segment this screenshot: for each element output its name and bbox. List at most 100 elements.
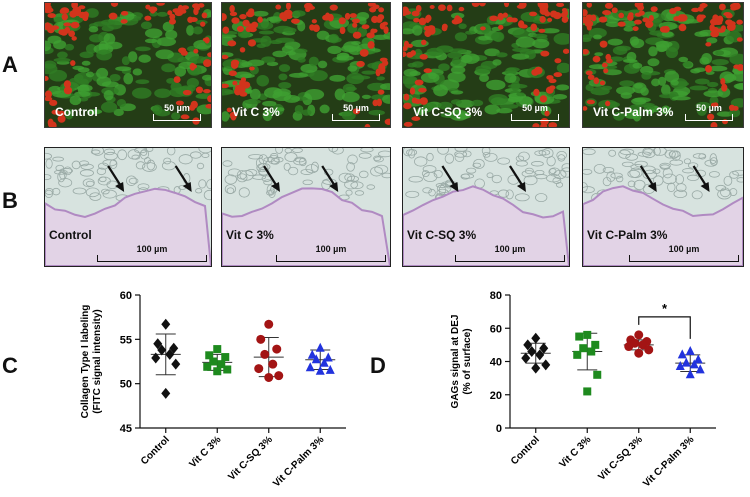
micrograph-b-vitc-palm: Vit C-Palm 3% 100 µm [582,147,744,267]
histology-texture [403,148,569,266]
data-point [523,339,533,351]
data-point [165,348,175,360]
micrograph-a-control: Control 50 µm [44,2,212,128]
row-label-a: A [2,52,18,77]
scale-bar-text: 50 µm [696,103,722,113]
chart-collagen: Collagen Type I labeling(FITC signal int… [80,290,346,490]
chart-gags: GAGs signal at DEJ(% of surface) 0 20 40 60 8… [450,290,716,490]
micrograph-b-vitc: Vit C 3% 100 µm [221,147,391,267]
data-point [151,352,161,364]
data-point [205,351,214,360]
data-point [583,330,592,339]
data-point [695,364,705,374]
micrograph-b-vitc-sq: Vit C-SQ 3% 100 µm [402,147,570,267]
significance-bracket [638,316,691,339]
data-point [169,342,179,354]
data-point [681,357,691,367]
micrograph-a-vitc-palm: Vit C-Palm 3% 50 µm [582,2,744,128]
significance-star: * [662,301,668,316]
data-point [272,344,282,354]
micrograph-a-vitc-sq: Vit C-SQ 3% 50 µm [402,2,570,128]
scale-bar: 100 µm [629,244,739,262]
y-axis-label: Collagen Type I labeling(FITC signal int… [80,305,103,419]
scale-bar-text: 100 µm [315,244,347,254]
y-tick-label: 20 [490,390,502,402]
x-tick-label: Vit C-SQ 3% [596,434,645,483]
fluorescence-texture [222,3,390,127]
data-point [325,364,335,374]
data-point [535,349,545,361]
micrograph-b-control: Control 100 µm [44,147,212,267]
data-point [685,346,695,356]
panel-label: Vit C 3% [232,105,280,119]
data-point [575,332,584,341]
data-point [685,369,695,379]
y-axis-label: GAGs signal at DEJ(% of surface) [450,315,473,409]
data-point [213,345,222,354]
scale-bar: 100 µm [455,244,565,262]
fluorescence-texture [583,3,743,127]
y-tick-label: 40 [490,357,502,369]
data-point [583,387,592,396]
series-1 [520,332,551,374]
series-4 [305,342,336,375]
data-point [591,340,600,349]
y-tick-label: 0 [496,423,502,435]
scale-bar-text: 50 µm [164,103,190,113]
x-tick-label: Vit C 3% [557,434,593,470]
x-tick-label: Vit C-Palm 3% [271,434,326,489]
data-point [315,342,325,352]
panel-label: Vit C 3% [226,228,274,242]
x-tick-label: Vit C 3% [187,434,223,470]
x-tick-label: Control [139,434,172,467]
data-point [274,371,284,381]
scale-bar-text: 100 µm [136,244,168,254]
data-point [675,360,685,370]
data-point [587,347,596,356]
data-point [213,367,222,376]
data-point [541,359,551,371]
data-point [221,353,230,362]
data-point [531,362,541,374]
data-point [689,359,699,369]
data-point [217,360,226,369]
data-point [634,330,644,340]
scale-bar-text: 50 µm [343,103,369,113]
panel-label: Vit C-SQ 3% [413,105,483,119]
series-3 [253,319,284,382]
series-2 [202,345,233,376]
data-point [644,345,654,355]
y-tick-label: 60 [490,323,502,335]
data-point [209,357,218,366]
micrograph-a-vitc: Vit C 3% 50 µm [221,2,391,128]
scale-bar-text: 100 µm [494,244,526,254]
x-tick-label: Vit C-Palm 3% [641,434,696,489]
data-point [624,342,634,352]
data-point [579,344,588,353]
data-point [260,349,270,359]
panel-label: Vit C-Palm 3% [587,228,668,242]
panel-label: Control [55,105,98,119]
scale-bar: 50 µm [332,103,380,121]
panel-label: Vit C-Palm 3% [593,105,674,119]
data-point [311,354,321,364]
data-point [223,365,232,374]
y-tick-label: 50 [120,379,132,391]
data-point [319,357,329,367]
series-1 [150,318,181,399]
data-point [153,338,163,350]
series-2 [572,330,603,396]
data-point [693,354,703,364]
histology-texture [222,148,390,266]
panel-label: Vit C-SQ 3% [407,228,477,242]
y-tick-label: 60 [120,290,132,302]
histology-texture [583,148,743,266]
data-point [531,332,541,344]
scale-bar: 50 µm [511,103,559,121]
data-point [638,340,648,350]
data-point [264,319,274,329]
fluorescence-texture [403,3,569,127]
data-point [527,346,537,358]
scale-bar: 100 µm [97,244,207,262]
data-point [307,349,317,359]
